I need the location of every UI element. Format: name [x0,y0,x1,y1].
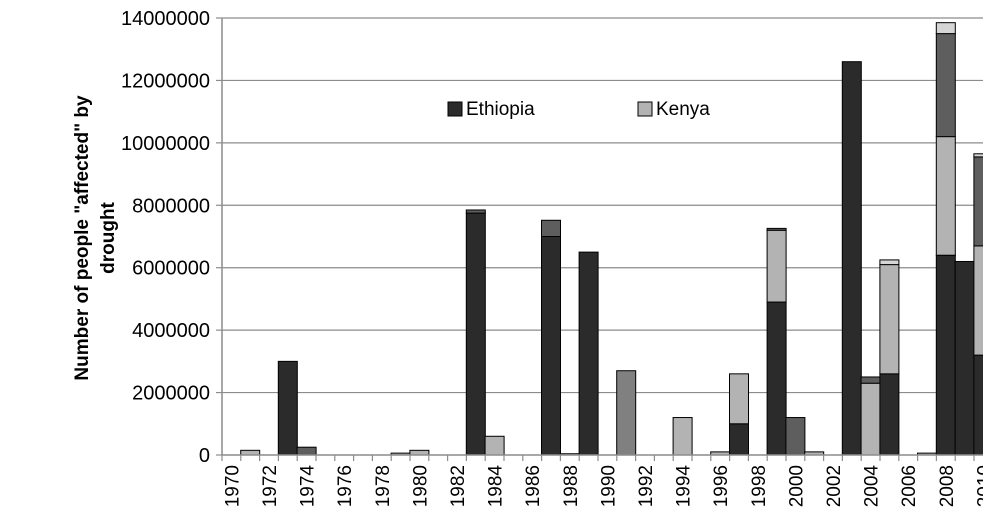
x-tick-label: 1976 [335,465,356,507]
y-axis-title-line-2: drought [98,201,119,273]
bar-segment-1994 [672,417,693,456]
y-tick-label: 10000000 [121,133,210,155]
bar-segment-1997 [729,373,749,425]
bar-segment-1973 [277,360,298,456]
legend-label-ethiopia: Ethiopia [466,99,535,120]
y-axis-title: Number of people "affected" by drought [72,95,119,381]
x-tick-label: 1998 [749,465,770,507]
y-tick-label: 2000000 [132,383,210,405]
x-tick-label: 1972 [260,465,281,507]
bar-segment-1999 [766,229,787,303]
legend: Ethiopia Kenya [447,99,710,120]
x-tick-label: 1996 [711,465,732,507]
bar-segment-2010 [973,153,983,158]
bar-segment-1989 [578,251,599,456]
bar-segment-1983 [465,212,486,456]
y-tick-label: 8000000 [132,195,210,217]
bar-segment-2010 [973,245,983,356]
legend-swatch-kenya [637,101,653,117]
bar-segment-2008 [935,254,956,456]
bar-segment-1974 [296,446,317,456]
x-tick-label: 1988 [561,465,582,507]
bar-segment-2003 [841,61,862,456]
bar-segment-2004 [860,376,881,384]
x-tick-label: 2006 [899,465,920,507]
x-tick-label: 1990 [598,465,619,507]
y-tick-label: 12000000 [121,70,210,92]
legend-label-kenya: Kenya [656,99,710,120]
gridlines [222,17,983,394]
legend-swatch-ethiopia [447,101,463,117]
axes [216,17,983,461]
x-tick-label: 1980 [410,465,431,507]
x-tick-label: 2004 [862,465,883,508]
x-tick-label: 1992 [636,465,657,507]
bar-segment-2010 [973,354,983,456]
y-tick-label: 6000000 [132,258,210,280]
bar-segment-1987 [541,219,561,237]
bar-segment-1997 [729,423,749,456]
x-tick-label: 1974 [298,465,319,508]
x-tick-label: 2002 [824,465,845,507]
bar-segment-2008 [935,136,956,256]
x-tick-label: 1970 [222,465,243,507]
x-tick-label: 1984 [486,465,507,508]
bar-segment-2009 [954,260,975,456]
bar-segment-2005 [879,264,900,375]
y-axis-title-line-1: Number of people "affected" by [72,95,93,381]
x-tick-label: 2008 [937,465,958,507]
x-tick-label: 2010 [974,465,983,507]
bar-segment-1983 [465,209,486,214]
bar-segment-2005 [879,373,900,456]
x-tick-label: 2000 [786,465,807,507]
y-tick-label: 14000000 [121,8,210,30]
y-tick-label: 4000000 [132,320,210,342]
bar-segment-2008 [935,22,956,35]
bar-segment-1991 [616,370,637,456]
x-tick-label: 1978 [373,465,394,507]
bar-segment-2010 [973,156,983,247]
bar-segment-1984 [484,435,505,456]
bar-segment-2000 [785,417,806,456]
bar-segment-1999 [766,227,787,231]
bar-segment-2008 [935,33,956,138]
bar-segment-2005 [879,259,900,266]
bars [240,22,983,456]
bar-segment-2004 [860,382,881,456]
bar-segment-1987 [541,236,561,456]
x-tick-label: 1994 [674,465,695,508]
x-tick-label: 1982 [448,465,469,507]
x-tick-label: 1986 [523,465,544,507]
x-tick-labels: 1970 1972 1974 1976 1978 1980 1982 1984 1986 1988… [222,465,983,508]
y-tick-labels: 0 2000000 4000000 6000000 8000000 10000000 120… [121,8,210,467]
bar-segment-1999 [766,301,787,456]
y-tick-label: 0 [199,445,210,467]
